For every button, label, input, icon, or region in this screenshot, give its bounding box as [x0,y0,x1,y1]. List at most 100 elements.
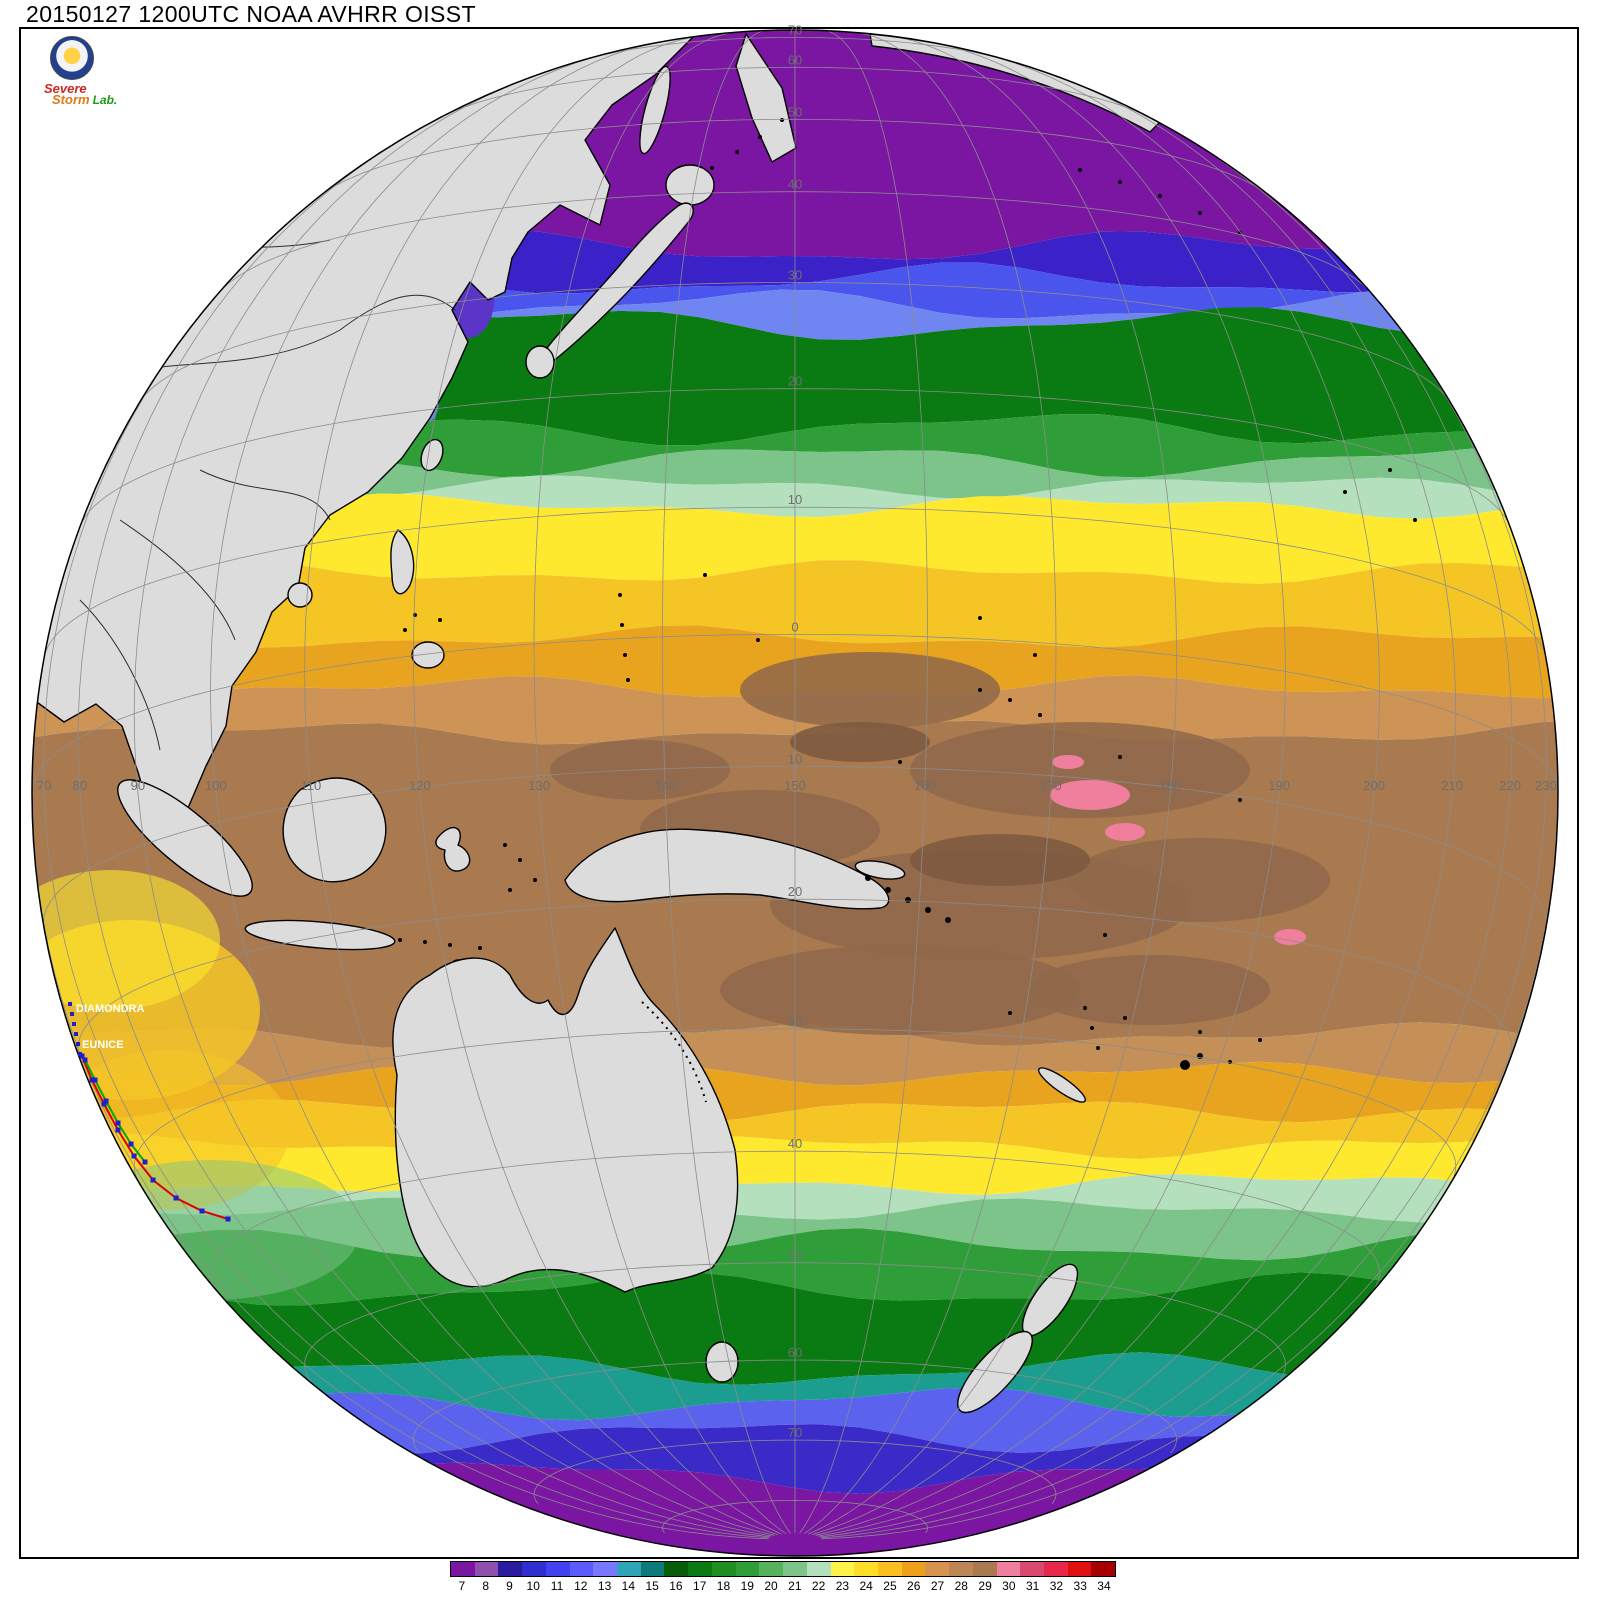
graticule-meridian [815,51,1380,1536]
graticule-meridian [803,32,1057,1535]
borneo-island [282,777,387,883]
sst-warm-patch [790,722,930,762]
colorbar-tick-label: 8 [482,1579,490,1593]
latitude-label: 20 [788,884,802,899]
colorbar-cell [949,1562,973,1576]
colorbar-cell [664,1562,689,1576]
sst-hot-spot [1274,929,1306,945]
border-line [119,519,236,641]
latitude-label: 0 [791,619,798,634]
graticule-meridian [32,792,769,1540]
graticule-meridian [77,130,771,1538]
latitude-label: 40 [788,1136,802,1151]
new-britain-island [854,860,906,880]
colorbar-tick-label: 20 [764,1579,778,1593]
sst-cool-patch [32,870,220,1010]
sst-band [32,1133,1558,1196]
longitude-label: 180 [1159,778,1181,793]
storm-position-marker [68,1002,72,1006]
longitude-label: 160 [914,778,936,793]
longitude-label: 170 [1040,778,1062,793]
logo-word-storm: Storm [52,92,90,107]
sst-band [32,288,1558,342]
sst-band [32,559,1558,648]
colorbar-tick-label: 18 [716,1579,731,1593]
map-title: 20150127 1200UTC NOAA AVHRR OISST [26,1,476,27]
storm-position-marker [70,1012,74,1016]
colorbar-tick-label: 24 [859,1579,873,1593]
border-line [199,469,331,521]
colorbar-tick-label: 9 [506,1579,513,1593]
colorbar-tick-label: 30 [1002,1579,1016,1593]
graticule-meridian [43,291,769,1539]
border-line [339,294,456,331]
storm-track-line [84,1059,146,1163]
new-caledonia-island [1038,1067,1086,1103]
colorbar-tick-label: 13 [597,1579,612,1593]
storm-position-marker [173,1195,179,1201]
storm-position-marker [79,1053,85,1059]
storm-position-marker [128,1141,134,1147]
colorbar-cell [711,1562,736,1576]
graticule-meridian [811,41,1286,1535]
sst-band [32,1061,1558,1123]
java-island [244,919,396,951]
graticule-meridian [821,792,1558,1540]
colorbar-cell [593,1562,618,1576]
storm-name-label: EUNICE [82,1039,124,1051]
colorbar-cell [759,1562,784,1576]
colorbar-tick-label: 34 [1097,1579,1111,1593]
longitude-label: 110 [301,778,322,793]
storm-position-marker [115,1127,121,1133]
colorbar-cell [735,1562,760,1576]
new-guinea-island [564,828,890,910]
longitude-label: 130 [528,778,550,793]
logo-word-lab: Lab. [92,93,118,107]
storm-position-marker [76,1042,80,1046]
colorbar-tick-label: 28 [954,1579,968,1593]
sulawesi-island [435,826,471,872]
colorbar-cell [925,1562,950,1576]
colorbar-cell [830,1562,855,1576]
colorbar-cell [1067,1562,1092,1576]
sst-hot-spot [1052,755,1084,769]
graticule-meridian [808,35,1177,1535]
sst-warm-patch [720,945,1080,1035]
graticule-meridian [533,32,787,1535]
sst-warm-patch [910,834,1090,886]
sst-band [32,1228,1558,1306]
longitude-label: 140 [654,778,676,793]
storm-position-marker [72,1022,76,1026]
colorbar-cell [901,1562,926,1576]
kyushu-island [525,345,555,379]
sst-band [32,473,1558,519]
sst-band [32,1197,1558,1261]
sakhalin-island [639,65,671,155]
sst-band [32,493,1558,584]
storm-position-marker [74,1032,78,1036]
graticule-meridian [210,51,775,1536]
longitude-label: 150 [784,778,806,793]
latitude-label: 40 [788,177,802,192]
storm-position-marker [150,1177,156,1183]
latitude-label: 60 [788,1345,802,1360]
colorbar-cell [617,1562,641,1576]
longitude-label: 120 [409,778,431,793]
map-frame [19,27,1579,1559]
storm-position-marker [142,1159,148,1165]
colorbar-cell [474,1562,499,1576]
colorbar-tick-label: 32 [1049,1579,1064,1593]
sst-warm-patch [1030,955,1270,1025]
colorbar-tick-label: 10 [526,1579,540,1593]
colorbar-cell [783,1562,807,1576]
graticule-meridian [413,35,782,1535]
colorbar-tick-label: 17 [693,1579,707,1593]
latitude-label: 50 [788,1248,802,1263]
colorbar-cell [569,1562,594,1576]
luzon-island [390,529,415,595]
colorbar-cell [545,1562,570,1576]
longitude-label: 190 [1268,778,1290,793]
sst-band [32,1272,1558,1388]
longitude-label: 200 [1363,778,1385,793]
